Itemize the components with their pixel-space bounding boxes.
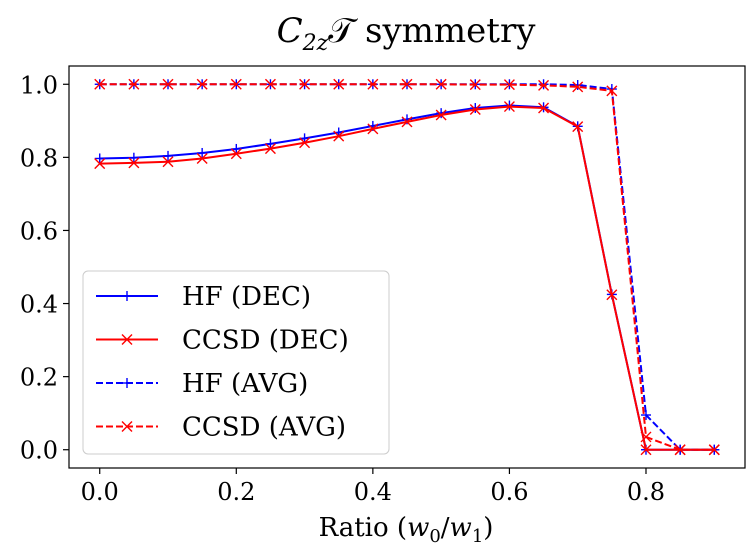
legend-marker (122, 291, 132, 301)
data-point-hf-dec (265, 138, 276, 149)
title-subscript: 2z (302, 31, 329, 56)
data-point-ccsd-avg (333, 78, 345, 90)
xlabel-w1: w (450, 513, 472, 543)
data-point-ccsd-avg (367, 78, 379, 90)
data-point-ccsd-avg (230, 78, 242, 90)
legend: HF (DEC) CCSD (DEC) HF (AVG) CCSD (AVG) (82, 270, 390, 455)
legend-item-hf-dec: HF (DEC) (96, 282, 311, 312)
data-point-ccsd-avg (435, 78, 447, 90)
x-tick-label: 0.6 (490, 478, 528, 506)
series-ccsd-avg (94, 78, 720, 456)
data-point-ccsd-avg (264, 78, 276, 90)
data-point-ccsd-avg (469, 79, 481, 91)
data-point-hf-dec (436, 108, 447, 119)
x-tick-label: 0.4 (354, 478, 392, 506)
chart-title: C2z𝒯 symmetry (277, 11, 537, 56)
legend-label: HF (DEC) (182, 282, 311, 312)
data-point-ccsd-avg (640, 431, 652, 443)
data-point-ccsd-avg (606, 85, 618, 97)
data-point-ccsd-dec (640, 444, 652, 456)
data-point-hf-dec (299, 133, 310, 144)
y-tick-label: 0.0 (20, 437, 58, 465)
data-point-ccsd-dec (230, 148, 242, 160)
data-point-ccsd-dec (469, 103, 481, 115)
data-point-ccsd-dec (367, 123, 379, 135)
data-point-hf-dec (128, 152, 139, 163)
data-point-ccsd-avg (572, 81, 584, 93)
xlabel-w1-sub: 1 (472, 526, 483, 547)
series-layer (94, 78, 720, 456)
data-point-ccsd-avg (299, 78, 311, 90)
legend-item-ccsd-avg: CCSD (AVG) (96, 413, 346, 443)
data-point-ccsd-dec (162, 156, 174, 168)
data-point-ccsd-avg (162, 78, 174, 90)
y-tick-label: 0.8 (20, 144, 58, 172)
xlabel-suffix: ) (483, 513, 493, 543)
y-tick-label: 0.2 (20, 364, 58, 392)
data-point-hf-dec (163, 150, 174, 161)
data-point-ccsd-avg (401, 78, 413, 90)
data-point-hf-avg (640, 410, 651, 421)
x-tick-label: 0.0 (81, 478, 119, 506)
data-point-ccsd-dec (299, 137, 311, 149)
x-tick-label: 0.2 (217, 478, 255, 506)
title-script-t: 𝒯 (328, 11, 358, 51)
legend-marker (121, 334, 133, 345)
data-point-hf-avg (572, 80, 583, 91)
data-point-ccsd-avg (538, 79, 550, 91)
data-point-ccsd-dec (572, 121, 584, 133)
data-point-ccsd-dec (94, 158, 106, 170)
data-point-ccsd-dec (333, 130, 345, 142)
data-point-ccsd-avg (128, 78, 140, 90)
plot-frame (68, 65, 746, 469)
xlabel-slash: / (441, 513, 450, 543)
x-axis-label: Ratio (w0/w1) (319, 513, 494, 547)
legend-marker (122, 378, 132, 388)
legend-items: HF (DEC) CCSD (DEC) HF (AVG) CCSD (AVG) (96, 282, 349, 443)
xlabel-w0-sub: 0 (429, 526, 440, 547)
data-point-ccsd-avg (708, 444, 720, 456)
data-point-hf-dec (504, 100, 515, 111)
legend-box (82, 270, 390, 455)
data-point-hf-dec (470, 103, 481, 114)
legend-label: CCSD (AVG) (182, 413, 346, 443)
data-point-ccsd-avg (196, 78, 208, 90)
data-point-hf-avg (538, 79, 549, 90)
data-point-ccsd-avg (94, 78, 106, 90)
data-point-hf-dec (231, 143, 242, 154)
y-tick-label: 0.4 (20, 291, 58, 319)
legend-item-ccsd-dec: CCSD (DEC) (96, 326, 349, 356)
y-tick-label: 1.0 (20, 71, 58, 99)
data-point-ccsd-dec (264, 143, 276, 155)
x-tick-label: 0.8 (627, 478, 665, 506)
data-point-ccsd-dec (503, 101, 515, 113)
title-rest: symmetry (354, 11, 536, 51)
data-point-ccsd-dec (538, 102, 550, 114)
xlabel-prefix: Ratio ( (319, 513, 408, 543)
data-point-ccsd-dec (606, 289, 618, 301)
data-point-ccsd-avg (503, 79, 515, 91)
data-point-ccsd-dec (435, 109, 447, 121)
legend-item-hf-avg: HF (AVG) (96, 369, 308, 399)
data-point-ccsd-avg (674, 444, 686, 456)
legend-marker (121, 421, 133, 432)
legend-label: HF (AVG) (182, 369, 308, 399)
ticks-layer: 0.0 0.2 0.4 0.6 0.8 0.0 0.2 0.4 0.6 0.8 1.0 (20, 71, 665, 506)
legend-label: CCSD (DEC) (182, 326, 349, 356)
data-point-ccsd-dec (401, 116, 413, 128)
y-tick-label: 0.6 (20, 217, 58, 245)
data-point-ccsd-dec (196, 152, 208, 164)
data-point-hf-dec (197, 147, 208, 158)
data-point-ccsd-dec (128, 157, 140, 169)
xlabel-w0: w (407, 513, 429, 543)
data-point-hf-dec (94, 153, 105, 164)
title-main: C (277, 11, 303, 51)
